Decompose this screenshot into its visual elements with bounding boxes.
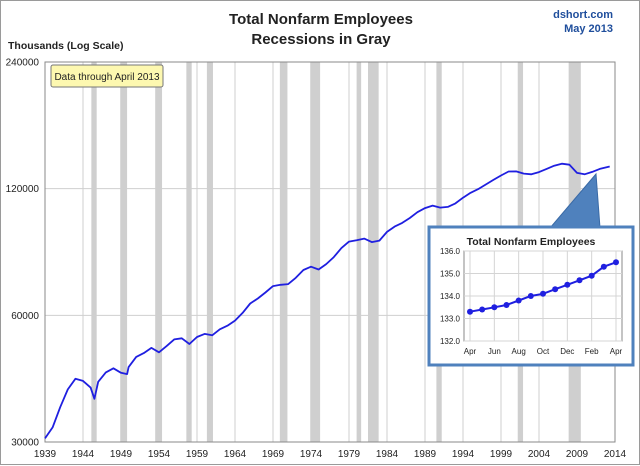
inset-data-point (552, 286, 559, 293)
inset-data-point (515, 297, 522, 304)
inset-gridlines (464, 250, 622, 342)
annotation-box (50, 64, 164, 88)
x-tick-label: 1979 (338, 449, 361, 460)
chart-subtitle: Recessions in Gray (251, 31, 391, 48)
x-tick-label: 2014 (604, 449, 627, 460)
y-tick-label: 30000 (11, 438, 39, 449)
x-tick-label: 1984 (376, 449, 399, 460)
inset-data-point (576, 277, 583, 284)
x-tick-label: 1989 (414, 449, 437, 460)
inset-x-tick-label: Feb (585, 347, 599, 356)
recession-band (356, 62, 362, 442)
inset-y-axis-ticks: 132.0 133.0 134.0 135.0 136.0 (440, 247, 461, 346)
x-tick-label: 1954 (148, 449, 171, 460)
inset-data-point (588, 272, 595, 279)
inset-series-points (467, 259, 619, 315)
inset-data-point (491, 304, 498, 311)
x-tick-label: 2004 (528, 449, 551, 460)
inset-title: Total Nonfarm Employees (467, 236, 596, 248)
recession-band (279, 62, 288, 442)
y-tick-label: 120000 (6, 184, 40, 195)
inset-x-tick-label: Oct (537, 347, 550, 356)
y-tick-label: 240000 (6, 58, 40, 69)
inset-data-point (527, 293, 534, 299)
x-tick-label: 1974 (300, 449, 323, 460)
recession-band (91, 62, 97, 442)
inset-data-point (564, 281, 571, 288)
inset-x-tick-label: Apr (464, 347, 477, 356)
recession-band (206, 62, 213, 442)
inset-y-tick-label: 135.0 (440, 270, 461, 279)
annotation-text: Data through April 2013 (54, 72, 160, 83)
inset-data-point (467, 308, 473, 315)
inset-x-tick-label: Apr (610, 347, 623, 356)
inset-x-tick-label: Dec (560, 347, 574, 356)
x-tick-label: 1994 (452, 449, 475, 460)
source-label: dshort.com (553, 9, 613, 21)
chart-title: Total Nonfarm Employees (229, 11, 413, 28)
inset-y-tick-label: 133.0 (440, 315, 461, 324)
y-axis-label: Thousands (Log Scale) (8, 40, 124, 52)
recession-band (186, 62, 192, 442)
x-tick-label: 1939 (34, 449, 57, 460)
x-tick-label: 2009 (566, 449, 589, 460)
y-axis-ticks: 30000 60000 120000 240000 (6, 58, 40, 449)
inset-data-point (613, 259, 619, 266)
inset-x-tick-label: Jun (488, 347, 501, 356)
x-axis-ticks: 1939 1944 1949 1954 1959 1964 1969 1974 1979 1984… (34, 449, 627, 460)
x-tick-label: 1949 (110, 449, 133, 460)
inset-x-axis-ticks: Apr Jun Aug Oct Dec Feb Apr (464, 347, 623, 356)
recession-band (368, 62, 379, 442)
inset-data-point (540, 290, 546, 297)
x-tick-label: 1944 (72, 449, 95, 460)
x-tick-label: 1959 (186, 449, 209, 460)
x-tick-label: 1969 (262, 449, 285, 460)
inset-y-tick-label: 134.0 (440, 292, 461, 301)
inset-data-point (503, 302, 510, 308)
recession-band (120, 62, 128, 442)
x-tick-label: 1964 (224, 449, 247, 460)
x-tick-label: 1999 (490, 449, 513, 460)
recession-band (310, 62, 321, 442)
series-line-nonfarm (44, 162, 610, 439)
date-label: May 2013 (564, 23, 613, 35)
inset-data-point (479, 306, 486, 313)
inset-y-tick-label: 136.0 (440, 247, 461, 256)
inset-x-tick-label: Aug (512, 347, 526, 356)
inset-y-tick-label: 132.0 (440, 337, 461, 346)
inset-data-point (600, 263, 607, 270)
y-tick-label: 60000 (11, 311, 39, 322)
